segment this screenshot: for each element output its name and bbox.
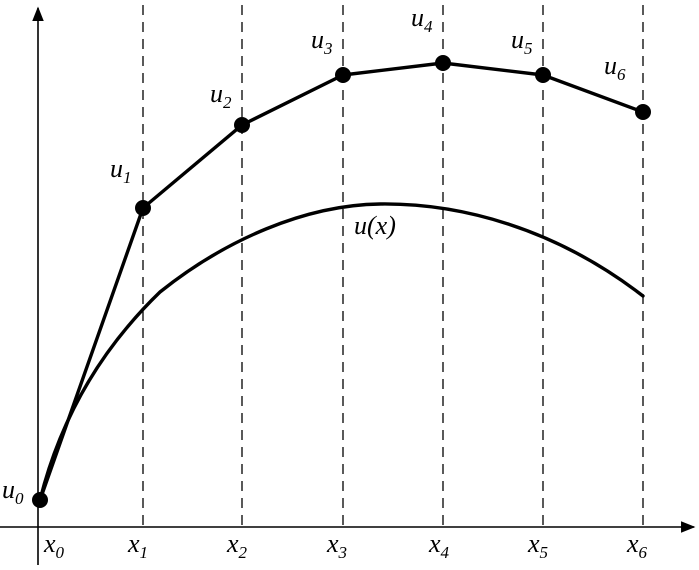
node-point-u1 <box>135 200 151 216</box>
label-x2: x2 <box>226 529 248 562</box>
label-x5: x5 <box>527 529 548 562</box>
node-point-u6 <box>635 104 651 120</box>
label-x1: x1 <box>127 529 148 562</box>
u-labels: u0 u1 u2 u3 u4 u5 u6 <box>2 3 626 508</box>
node-point-u5 <box>535 67 551 83</box>
node-point-u3 <box>335 67 351 83</box>
node-point-u0 <box>32 492 48 508</box>
dashed-gridlines <box>142 5 644 527</box>
label-u3: u3 <box>311 25 333 58</box>
x-labels: x0 x1 x2 x3 x4 x5 x6 <box>43 529 648 562</box>
label-u1: u1 <box>110 154 132 187</box>
label-u5: u5 <box>511 25 533 58</box>
label-x4: x4 <box>428 529 450 562</box>
exact-solution-curve <box>38 202 645 502</box>
label-u2: u2 <box>210 79 232 112</box>
label-x6: x6 <box>626 529 648 562</box>
label-x3: x3 <box>326 529 347 562</box>
curve-label: u(x) <box>354 211 396 240</box>
label-x0: x0 <box>43 529 65 562</box>
approximation-polyline <box>38 61 644 501</box>
node-point-u2 <box>234 117 250 133</box>
label-u6: u6 <box>604 51 626 84</box>
node-points <box>32 55 651 508</box>
label-u4: u4 <box>411 3 433 36</box>
label-u0: u0 <box>2 475 24 508</box>
node-point-u4 <box>435 55 451 71</box>
